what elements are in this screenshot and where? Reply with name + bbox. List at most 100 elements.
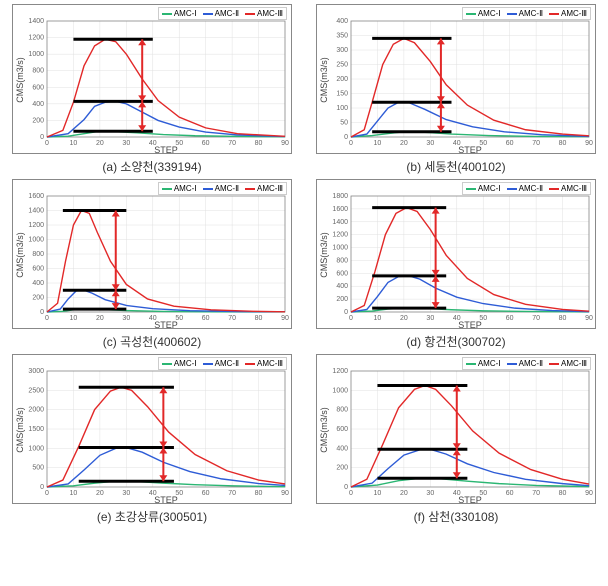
svg-text:400: 400 [32,280,44,287]
svg-text:60: 60 [506,315,514,322]
svg-text:400: 400 [336,18,348,25]
chart-box: AMC-Ⅰ AMC-Ⅱ AMC-Ⅲ 0102030405060708090050… [12,354,292,504]
legend-label: AMC-Ⅱ [519,359,543,368]
svg-text:0: 0 [45,140,49,147]
svg-text:60: 60 [506,490,514,497]
legend-label: AMC-Ⅱ [215,359,239,368]
svg-text:80: 80 [559,315,567,322]
legend-label: AMC-Ⅱ [215,9,239,18]
chart-f: 0102030405060708090020040060080010001200… [317,355,597,505]
svg-text:1000: 1000 [28,445,44,452]
legend-label: AMC-Ⅰ [174,184,197,193]
svg-text:200: 200 [32,117,44,124]
panel-c: AMC-Ⅰ AMC-Ⅱ AMC-Ⅲ 0102030405060708090020… [4,179,300,350]
svg-text:STEP: STEP [154,320,178,330]
legend-amc1: AMC-Ⅰ [162,9,197,18]
svg-text:2000: 2000 [28,407,44,414]
caption-e: (e) 초강상류(300501) [97,508,207,525]
legend-label: AMC-Ⅰ [478,359,501,368]
svg-text:70: 70 [532,490,540,497]
svg-text:50: 50 [340,120,348,127]
legend-amc1: AMC-Ⅰ [466,9,501,18]
svg-text:1400: 1400 [28,208,44,215]
chart-grid: AMC-Ⅰ AMC-Ⅱ AMC-Ⅲ 0102030405060708090020… [0,0,608,529]
svg-text:30: 30 [426,315,434,322]
svg-text:400: 400 [32,101,44,108]
legend-amc3: AMC-Ⅲ [549,184,587,193]
svg-text:600: 600 [336,426,348,433]
svg-text:200: 200 [336,465,348,472]
svg-text:70: 70 [532,315,540,322]
svg-text:600: 600 [32,266,44,273]
svg-text:1400: 1400 [28,18,44,25]
svg-text:20: 20 [400,140,408,147]
svg-text:30: 30 [426,140,434,147]
svg-text:80: 80 [559,490,567,497]
legend-label: AMC-Ⅲ [257,359,283,368]
legend: AMC-Ⅰ AMC-Ⅱ AMC-Ⅲ [158,7,287,20]
legend-label: AMC-Ⅲ [561,9,587,18]
svg-text:90: 90 [585,315,593,322]
svg-text:1200: 1200 [332,368,348,375]
chart-c: 0102030405060708090020040060080010001200… [13,180,293,330]
svg-text:800: 800 [32,68,44,75]
svg-text:20: 20 [96,140,104,147]
svg-text:0: 0 [349,315,353,322]
svg-text:60: 60 [202,140,210,147]
caption-a: (a) 소양천(339194) [102,158,201,175]
legend-amc2: AMC-Ⅱ [507,184,543,193]
legend-amc3: AMC-Ⅲ [549,359,587,368]
legend-label: AMC-Ⅱ [519,184,543,193]
svg-text:200: 200 [32,295,44,302]
svg-text:300: 300 [336,47,348,54]
svg-text:80: 80 [255,315,263,322]
svg-text:350: 350 [336,33,348,40]
svg-text:90: 90 [281,315,289,322]
svg-text:1000: 1000 [332,387,348,394]
svg-text:10: 10 [70,140,78,147]
svg-text:STEP: STEP [154,495,178,505]
svg-text:CMS(m3/s): CMS(m3/s) [319,407,329,453]
svg-text:1200: 1200 [28,222,44,229]
svg-text:800: 800 [336,407,348,414]
svg-text:70: 70 [532,140,540,147]
chart-box: AMC-Ⅰ AMC-Ⅱ AMC-Ⅲ 0102030405060708090050… [316,4,596,154]
svg-text:STEP: STEP [458,495,482,505]
svg-text:80: 80 [255,140,263,147]
svg-text:70: 70 [228,315,236,322]
legend: AMC-Ⅰ AMC-Ⅱ AMC-Ⅲ [462,182,591,195]
legend-label: AMC-Ⅲ [257,9,283,18]
legend-amc2: AMC-Ⅱ [507,9,543,18]
svg-text:1600: 1600 [28,193,44,200]
legend-amc3: AMC-Ⅲ [549,9,587,18]
legend-label: AMC-Ⅲ [561,184,587,193]
svg-text:0: 0 [344,309,348,316]
legend-amc3: AMC-Ⅲ [245,359,283,368]
svg-text:0: 0 [344,484,348,491]
svg-text:150: 150 [336,91,348,98]
svg-text:1800: 1800 [332,193,348,200]
panel-e: AMC-Ⅰ AMC-Ⅱ AMC-Ⅲ 0102030405060708090050… [4,354,300,525]
chart-a: 0102030405060708090020040060080010001200… [13,5,293,155]
chart-box: AMC-Ⅰ AMC-Ⅱ AMC-Ⅲ 0102030405060708090020… [12,179,292,329]
legend-label: AMC-Ⅲ [257,184,283,193]
svg-text:100: 100 [336,105,348,112]
legend-amc2: AMC-Ⅱ [507,359,543,368]
svg-text:10: 10 [70,315,78,322]
legend-amc1: AMC-Ⅰ [466,184,501,193]
svg-text:10: 10 [70,490,78,497]
svg-text:CMS(m3/s): CMS(m3/s) [15,407,25,453]
svg-text:90: 90 [585,140,593,147]
svg-text:400: 400 [336,283,348,290]
svg-text:CMS(m3/s): CMS(m3/s) [319,57,329,103]
svg-text:1000: 1000 [28,51,44,58]
legend: AMC-Ⅰ AMC-Ⅱ AMC-Ⅲ [158,357,287,370]
svg-text:0: 0 [40,134,44,141]
svg-text:30: 30 [122,315,130,322]
svg-text:0: 0 [45,490,49,497]
legend-amc2: AMC-Ⅱ [203,359,239,368]
legend-amc1: AMC-Ⅰ [162,184,197,193]
svg-text:CMS(m3/s): CMS(m3/s) [15,57,25,103]
svg-text:STEP: STEP [458,145,482,155]
legend-amc2: AMC-Ⅱ [203,9,239,18]
